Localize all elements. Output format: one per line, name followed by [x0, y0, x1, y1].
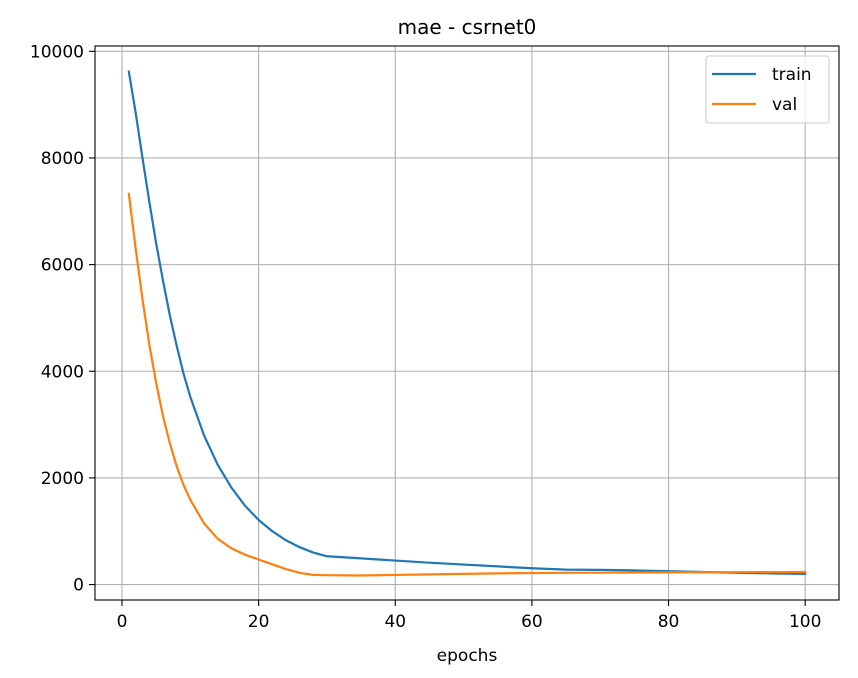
- plot-area: [95, 46, 839, 600]
- legend-train-label: train: [772, 65, 812, 85]
- x-tick-label: 100: [789, 612, 821, 632]
- y-tick-label: 4000: [41, 362, 84, 382]
- x-tick-label: 60: [521, 612, 543, 632]
- legend: train val: [705, 55, 830, 124]
- y-tick-label: 8000: [41, 149, 84, 169]
- y-tick-label: 10000: [30, 42, 84, 62]
- y-tick-label: 2000: [41, 469, 84, 489]
- x-tick-label: 0: [117, 612, 128, 632]
- y-tick-label: 6000: [41, 256, 84, 276]
- x-tick-label: 40: [384, 612, 406, 632]
- y-tick-label: 0: [73, 576, 84, 596]
- grid: [95, 46, 839, 600]
- x-tick-label: 80: [658, 612, 680, 632]
- x-axis-label: epochs: [437, 646, 498, 666]
- legend-val-label: val: [772, 95, 797, 115]
- series-line-val: [127, 192, 807, 577]
- axis-ticks: 0 20 40 60 80 100 0 2000 4000 6000 8000 10000: [30, 42, 822, 632]
- chart-title: mae - csrnet0: [398, 15, 537, 39]
- legend-box: [705, 55, 830, 124]
- series-lines: [127, 70, 807, 577]
- plot-frame: [94, 45, 840, 601]
- x-tick-label: 20: [248, 612, 270, 632]
- series-line-train: [127, 70, 807, 575]
